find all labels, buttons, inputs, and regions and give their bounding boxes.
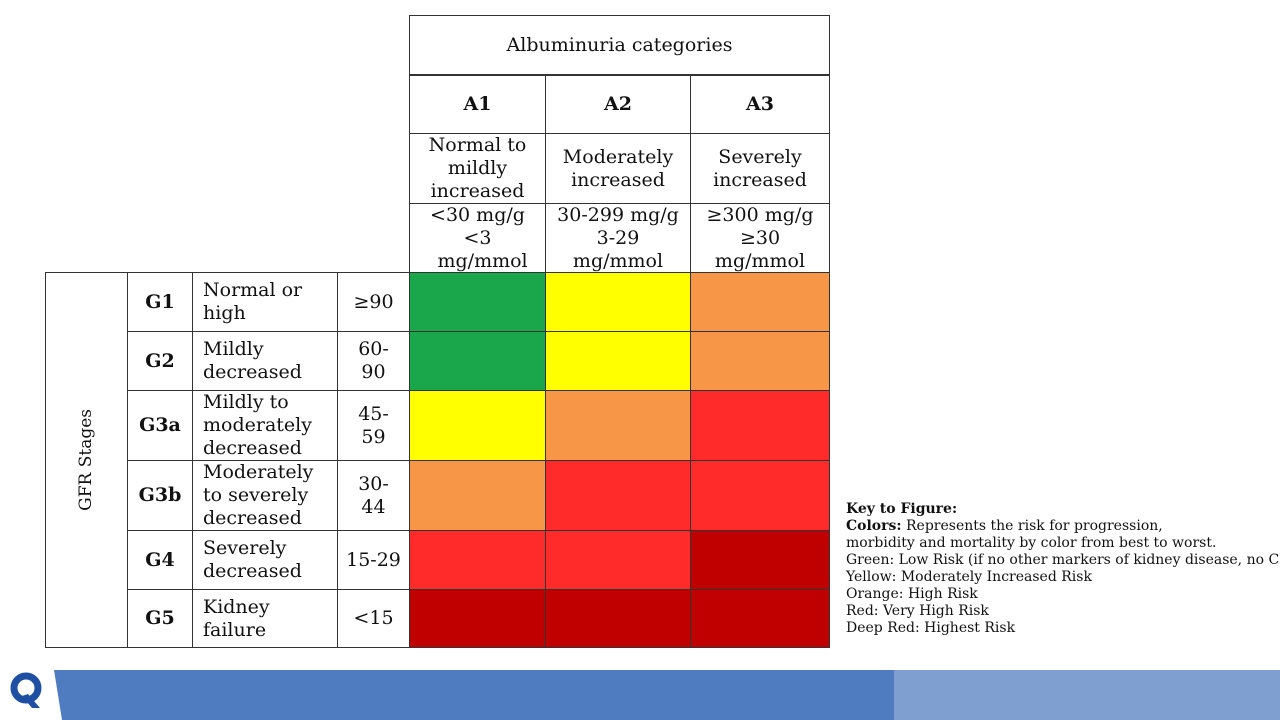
stage-g2-desc: Mildly decreased [192, 331, 338, 391]
stage-value: <15 [353, 607, 394, 629]
key-item-yellow: Yellow: Moderately Increased Risk [846, 569, 1092, 585]
range-line: 3-29 mg/mmol [572, 226, 664, 272]
risk-cell-g2-a1 [409, 331, 546, 391]
stage-g3a-code: G3a [127, 390, 193, 461]
stage-value: 15-29 [346, 548, 401, 571]
risk-cell-g2-a3 [690, 331, 830, 391]
risk-cell-g2-a2 [545, 331, 691, 391]
key-item-green: Green: Low Risk (if no other markers of … [846, 552, 1280, 568]
stage-g4-code: G4 [127, 530, 193, 590]
category-a2-code: A2 [545, 75, 691, 134]
stage-g3a-value: 45-59 [337, 390, 410, 461]
figure-key: Key to Figure: Colors: Represents the ri… [846, 501, 1280, 637]
stage-desc: Kidney failure [203, 595, 270, 641]
stage-code: G4 [145, 548, 175, 571]
key-item-orange: Orange: High Risk [846, 586, 978, 602]
footer-bar [54, 670, 894, 720]
risk-cell-g4-a1 [409, 530, 546, 590]
stage-g2-value: 60-90 [337, 331, 410, 391]
risk-cell-g3b-a1 [409, 460, 546, 531]
stage-code: G1 [145, 290, 175, 313]
stage-desc: Mildly decreased [203, 338, 302, 383]
key-item-deep-red: Deep Red: Highest Risk [846, 620, 1016, 636]
category-a1-range: <30 mg/g <3 mg/mmol [409, 203, 546, 273]
risk-cell-g3a-a2 [545, 390, 691, 461]
category-a3-range: ≥300 mg/g ≥30 mg/mmol [690, 203, 830, 273]
stage-g5-desc: Kidney failure [192, 589, 338, 648]
key-colors-text: Represents the risk for progression, [901, 518, 1163, 534]
stage-g5-code: G5 [127, 589, 193, 648]
risk-cell-g3b-a2 [545, 460, 691, 531]
range-line: <30 mg/g [430, 203, 525, 226]
category-a2-desc: Moderately increased [545, 133, 691, 204]
stage-desc: Severely decreased [203, 537, 302, 582]
category-desc: Moderately increased [562, 145, 674, 191]
risk-cell-g1-a2 [545, 272, 691, 332]
category-a3-code: A3 [690, 75, 830, 134]
stage-g3b-desc: Moderately to severely decreased [192, 460, 338, 531]
stage-code: G5 [145, 607, 175, 629]
risk-cell-g5-a1 [409, 589, 546, 648]
category-desc: Normal to mildly increased [428, 134, 527, 202]
risk-cell-g4-a2 [545, 530, 691, 590]
stage-desc: Normal or high [203, 279, 303, 324]
stage-g3a-desc: Mildly to moderately decreased [192, 390, 338, 461]
albuminuria-title: Albuminuria categories [409, 15, 830, 75]
stage-value: ≥90 [353, 290, 394, 313]
stage-code: G3a [139, 414, 181, 436]
stage-g2-code: G2 [127, 331, 193, 391]
key-colors-text2: morbidity and mortality by color from be… [846, 535, 1217, 551]
category-a3-desc: Severely increased [690, 133, 830, 204]
risk-cell-g3a-a1 [409, 390, 546, 461]
range-line: ≥30 mg/mmol [714, 226, 806, 272]
risk-cell-g1-a1 [409, 272, 546, 332]
category-code: A1 [463, 93, 492, 115]
stage-desc: Moderately to severely decreased [203, 461, 314, 529]
category-a1-code: A1 [409, 75, 546, 134]
ckd-risk-table: Albuminuria categories A1 A2 A3 Normal t… [45, 15, 830, 648]
q-logo-icon [8, 670, 48, 714]
risk-cell-g3a-a3 [690, 390, 830, 461]
stage-code: G2 [145, 349, 175, 372]
risk-cell-g3b-a3 [690, 460, 830, 531]
range-line: <3 mg/mmol [437, 226, 528, 272]
gfr-stages-title: GFR Stages [76, 409, 96, 511]
stage-code: G3b [138, 484, 182, 506]
range-line: ≥300 mg/g [706, 203, 814, 226]
category-desc: Severely increased [713, 145, 807, 191]
risk-cell-g5-a3 [690, 589, 830, 648]
stage-g1-desc: Normal or high [192, 272, 338, 332]
key-colors-label: Colors: [846, 518, 902, 534]
risk-cell-g4-a3 [690, 530, 830, 590]
category-a2-range: 30-299 mg/g 3-29 mg/mmol [545, 203, 691, 273]
stage-value: 30-44 [358, 472, 389, 518]
category-code: A3 [746, 93, 774, 115]
key-item-red: Red: Very High Risk [846, 603, 989, 619]
stage-g4-desc: Severely decreased [192, 530, 338, 590]
stage-desc: Mildly to moderately decreased [203, 391, 312, 459]
category-code: A2 [604, 93, 632, 115]
range-line: 30-299 mg/g [557, 203, 679, 226]
risk-cell-g5-a2 [545, 589, 691, 648]
stage-value: 45-59 [358, 402, 389, 448]
albuminuria-title-text: Albuminuria categories [506, 33, 733, 56]
stage-g1-value: ≥90 [337, 272, 410, 332]
stage-g1-code: G1 [127, 272, 193, 332]
stage-g5-value: <15 [337, 589, 410, 648]
risk-cell-g1-a3 [690, 272, 830, 332]
key-colors-line: Colors: Represents the risk for progress… [846, 518, 1276, 535]
category-a1-desc: Normal to mildly increased [409, 133, 546, 204]
stage-value: 60-90 [358, 338, 389, 383]
gfr-stages-label: GFR Stages [45, 272, 128, 648]
key-title: Key to Figure: [846, 501, 958, 517]
stage-g3b-value: 30-44 [337, 460, 410, 531]
stage-g4-value: 15-29 [337, 530, 410, 590]
footer-bar-light [894, 670, 1280, 720]
stage-g3b-code: G3b [127, 460, 193, 531]
